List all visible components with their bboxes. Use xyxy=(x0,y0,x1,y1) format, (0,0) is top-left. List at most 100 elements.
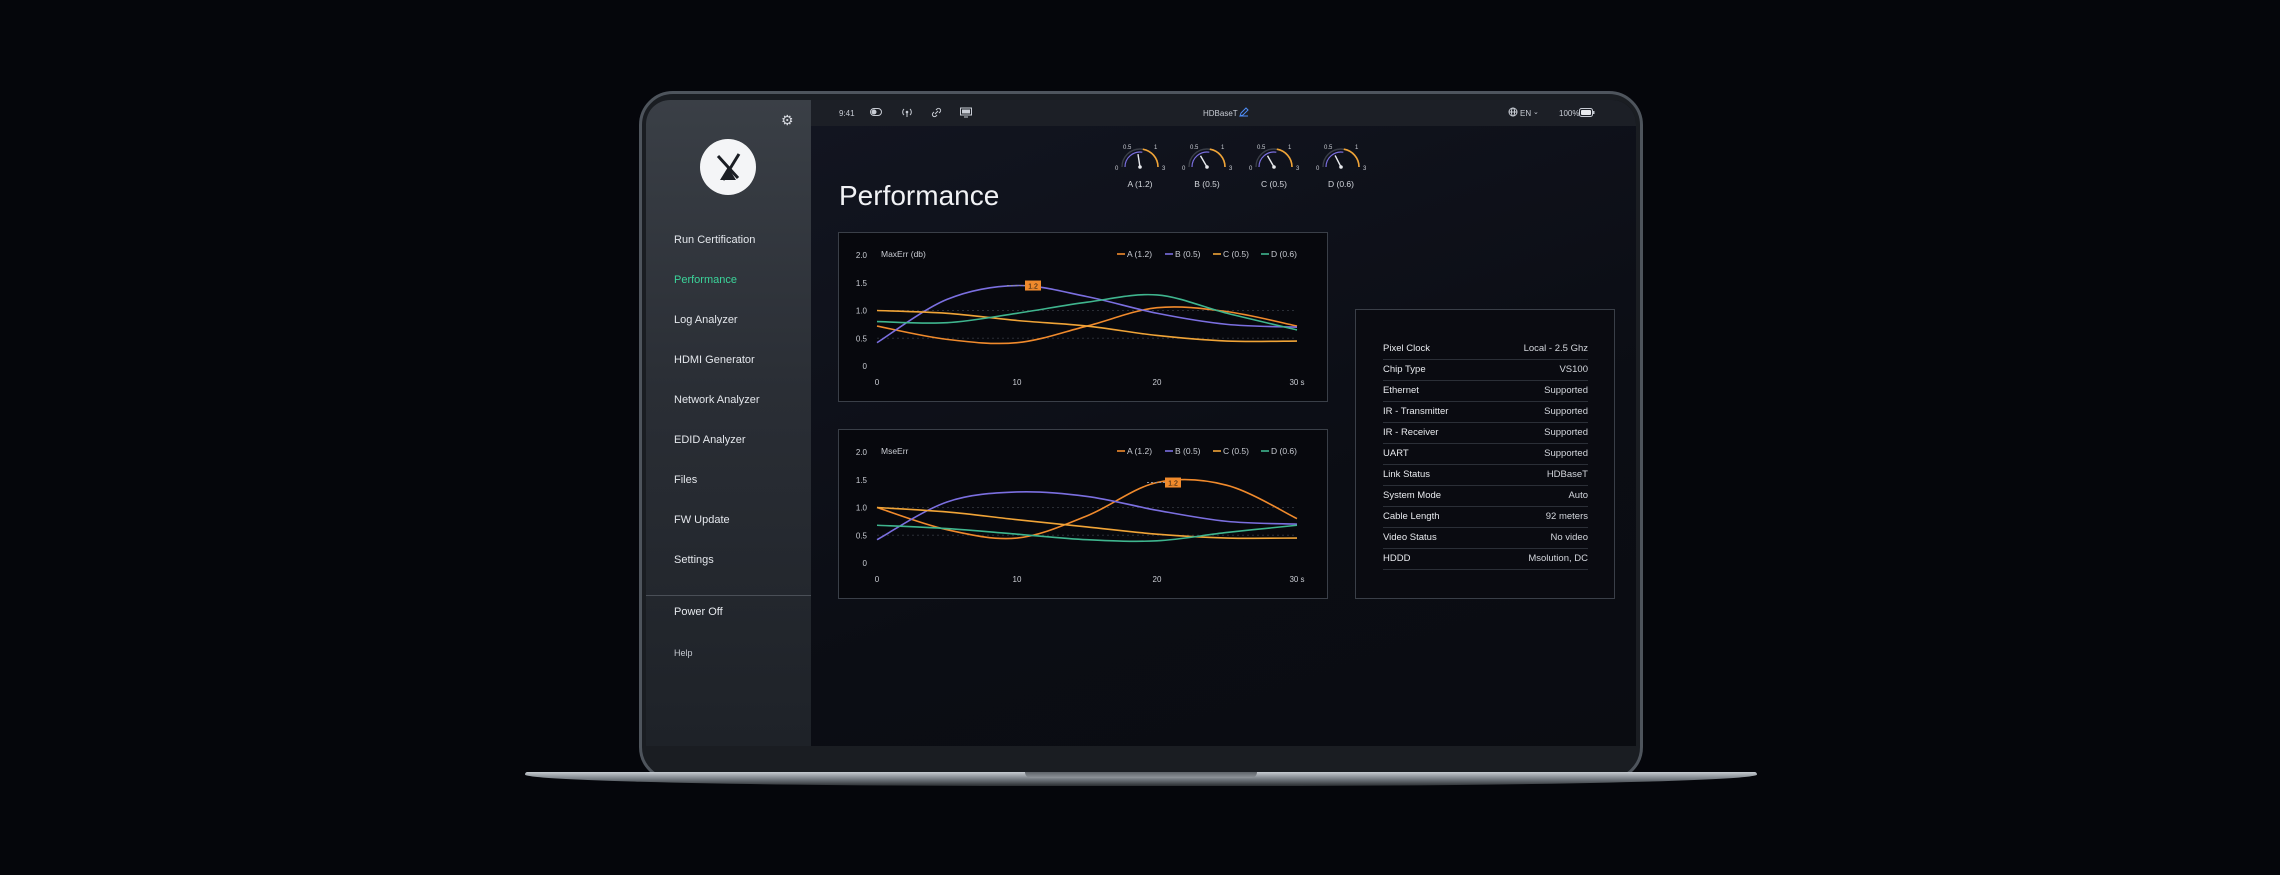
sidebar-item-performance[interactable]: Performance xyxy=(674,274,737,286)
x-tick-label: 10 xyxy=(1013,378,1022,387)
y-tick-label: 2.0 xyxy=(856,448,868,457)
info-value: No video xyxy=(1550,532,1589,543)
info-value: Auto xyxy=(1568,490,1588,501)
edit-icon[interactable] xyxy=(1239,107,1249,119)
sidebar-item-fw-update[interactable]: FW Update xyxy=(674,514,730,526)
info-value: Local - 2.5 Ghz xyxy=(1523,343,1588,354)
marker-label: 1.2 xyxy=(1168,481,1178,488)
info-key: Ethernet xyxy=(1383,385,1419,396)
link-icon[interactable] xyxy=(931,107,942,120)
info-value: Supported xyxy=(1544,427,1588,438)
gauge-label: B (0.5) xyxy=(1194,179,1220,189)
gauge-tick: 3 xyxy=(1162,166,1166,172)
info-row: Ethernet Supported xyxy=(1383,380,1588,402)
gauge-tick: 0.5 xyxy=(1257,145,1266,151)
x-tick-label: 10 xyxy=(1013,575,1022,584)
status-time: 9:41 xyxy=(839,109,855,118)
gauge-range xyxy=(1209,148,1226,168)
gauge-inner-range xyxy=(1191,151,1210,168)
x-tick-label: 0 xyxy=(875,575,880,584)
help-link[interactable]: Help xyxy=(674,648,693,658)
x-tick-label: 30 s xyxy=(1289,575,1304,584)
gauge-label: C (0.5) xyxy=(1261,179,1287,189)
maxerr-chart: 0 0.5 1.0 1.5 2.0 0 10 20 30 s MaxErr (db) A (1.2)… xyxy=(856,249,1305,387)
y-tick-label: 0 xyxy=(863,559,868,568)
info-row: System Mode Auto xyxy=(1383,485,1588,507)
gauge-needle xyxy=(1199,155,1208,168)
battery-percent: 100% xyxy=(1559,109,1580,118)
device-info-panel: Pixel Clock Local - 2.5 Ghz Chip Type VS10… xyxy=(1355,309,1615,599)
marker-badge xyxy=(1165,477,1181,488)
language-select[interactable]: EN xyxy=(1520,109,1532,118)
sidebar-item-edid-analyzer[interactable]: EDID Analyzer xyxy=(674,434,746,446)
marker-label: 1.2 xyxy=(1028,284,1038,291)
sidebar-item-settings[interactable]: Settings xyxy=(674,554,714,566)
sidebar-item-files[interactable]: Files xyxy=(674,474,698,486)
chevron-down-icon[interactable]: ⌄ xyxy=(1533,109,1539,116)
app-logo xyxy=(700,139,756,195)
gauge-tick: 3 xyxy=(1296,166,1300,172)
sidebar-item-hdmi-generator[interactable]: HDMI Generator xyxy=(674,354,755,366)
legend-label: C (0.5) xyxy=(1223,249,1249,259)
sidebar-item-log-analyzer[interactable]: Log Analyzer xyxy=(674,314,738,326)
marker-badge xyxy=(1025,280,1041,291)
info-key: IR - Transmitter xyxy=(1383,406,1449,417)
mseerr-chart: 0 0.5 1.0 1.5 2.0 0 10 20 30 s MseErr A (1.2) B (0.… xyxy=(856,446,1305,584)
info-row: HDDD Msolution, DC xyxy=(1383,548,1588,570)
gear-icon[interactable]: ⚙ xyxy=(781,112,794,128)
display-icon[interactable] xyxy=(960,107,972,120)
gauge-label: D (0.6) xyxy=(1328,179,1354,189)
info-key: System Mode xyxy=(1383,490,1442,501)
gauge-tick: 0 xyxy=(1115,166,1119,172)
x-tick-label: 20 xyxy=(1153,378,1162,387)
info-row: IR - Transmitter Supported xyxy=(1383,401,1588,423)
series-line xyxy=(876,309,1298,343)
gauge-tick: 1 xyxy=(1355,145,1359,151)
y-tick-label: 1.5 xyxy=(856,279,868,288)
gauge-tick: 0 xyxy=(1249,166,1253,172)
info-key: Cable Length xyxy=(1383,511,1440,522)
sidebar-item-run-certification[interactable]: Run Certification xyxy=(674,234,756,246)
info-key: Chip Type xyxy=(1383,364,1426,375)
logo-mark-icon xyxy=(716,153,741,181)
gauge-range xyxy=(1276,148,1293,168)
gauge-needle xyxy=(1137,154,1141,168)
info-key: IR - Receiver xyxy=(1383,427,1439,438)
gauge-tick: 0 xyxy=(1182,166,1186,172)
info-value: Supported xyxy=(1544,385,1588,396)
series-line xyxy=(876,478,1298,540)
gauge-tick: 1 xyxy=(1221,145,1225,151)
toggle-icon[interactable] xyxy=(870,107,882,119)
gauge-tick: 1 xyxy=(1288,145,1292,151)
y-tick-label: 2.0 xyxy=(856,251,868,260)
series-line xyxy=(876,506,1298,540)
y-tick-label: 0.5 xyxy=(856,334,868,343)
info-row: Link Status HDBaseT xyxy=(1383,464,1588,486)
gauge-tick: 1 xyxy=(1154,145,1158,151)
legend-label: D (0.6) xyxy=(1271,446,1297,456)
gauge-tick: 0.5 xyxy=(1190,145,1199,151)
info-key: Video Status xyxy=(1383,532,1437,543)
gauge-tick: 0.5 xyxy=(1123,145,1132,151)
status-bar: 9:41 HDBaseT EN ⌄ 100% xyxy=(811,100,1636,126)
info-row: IR - Receiver Supported xyxy=(1383,422,1588,444)
series-line xyxy=(876,524,1298,543)
gauge-tick: 0 xyxy=(1316,166,1320,172)
gauge-range xyxy=(1142,148,1159,168)
gauge-d: 0 0.5 1 3 D (0.6) xyxy=(1311,135,1371,195)
gauge-label: A (1.2) xyxy=(1127,179,1152,189)
legend-label: B (0.5) xyxy=(1175,249,1201,259)
globe-icon[interactable] xyxy=(1508,107,1518,119)
power-off-button[interactable]: Power Off xyxy=(674,606,723,618)
gauge-tick: 0.5 xyxy=(1324,145,1333,151)
y-tick-label: 0.5 xyxy=(856,531,868,540)
page-title: Performance xyxy=(839,180,1000,211)
gauge-inner-range xyxy=(1258,151,1277,168)
sidebar-item-network-analyzer[interactable]: Network Analyzer xyxy=(674,394,760,406)
antenna-icon[interactable] xyxy=(901,107,913,120)
info-key: Pixel Clock xyxy=(1383,343,1430,354)
x-tick-label: 20 xyxy=(1153,575,1162,584)
info-row: Chip Type VS100 xyxy=(1383,359,1588,381)
info-key: Link Status xyxy=(1383,469,1430,480)
info-value: Supported xyxy=(1544,406,1588,417)
